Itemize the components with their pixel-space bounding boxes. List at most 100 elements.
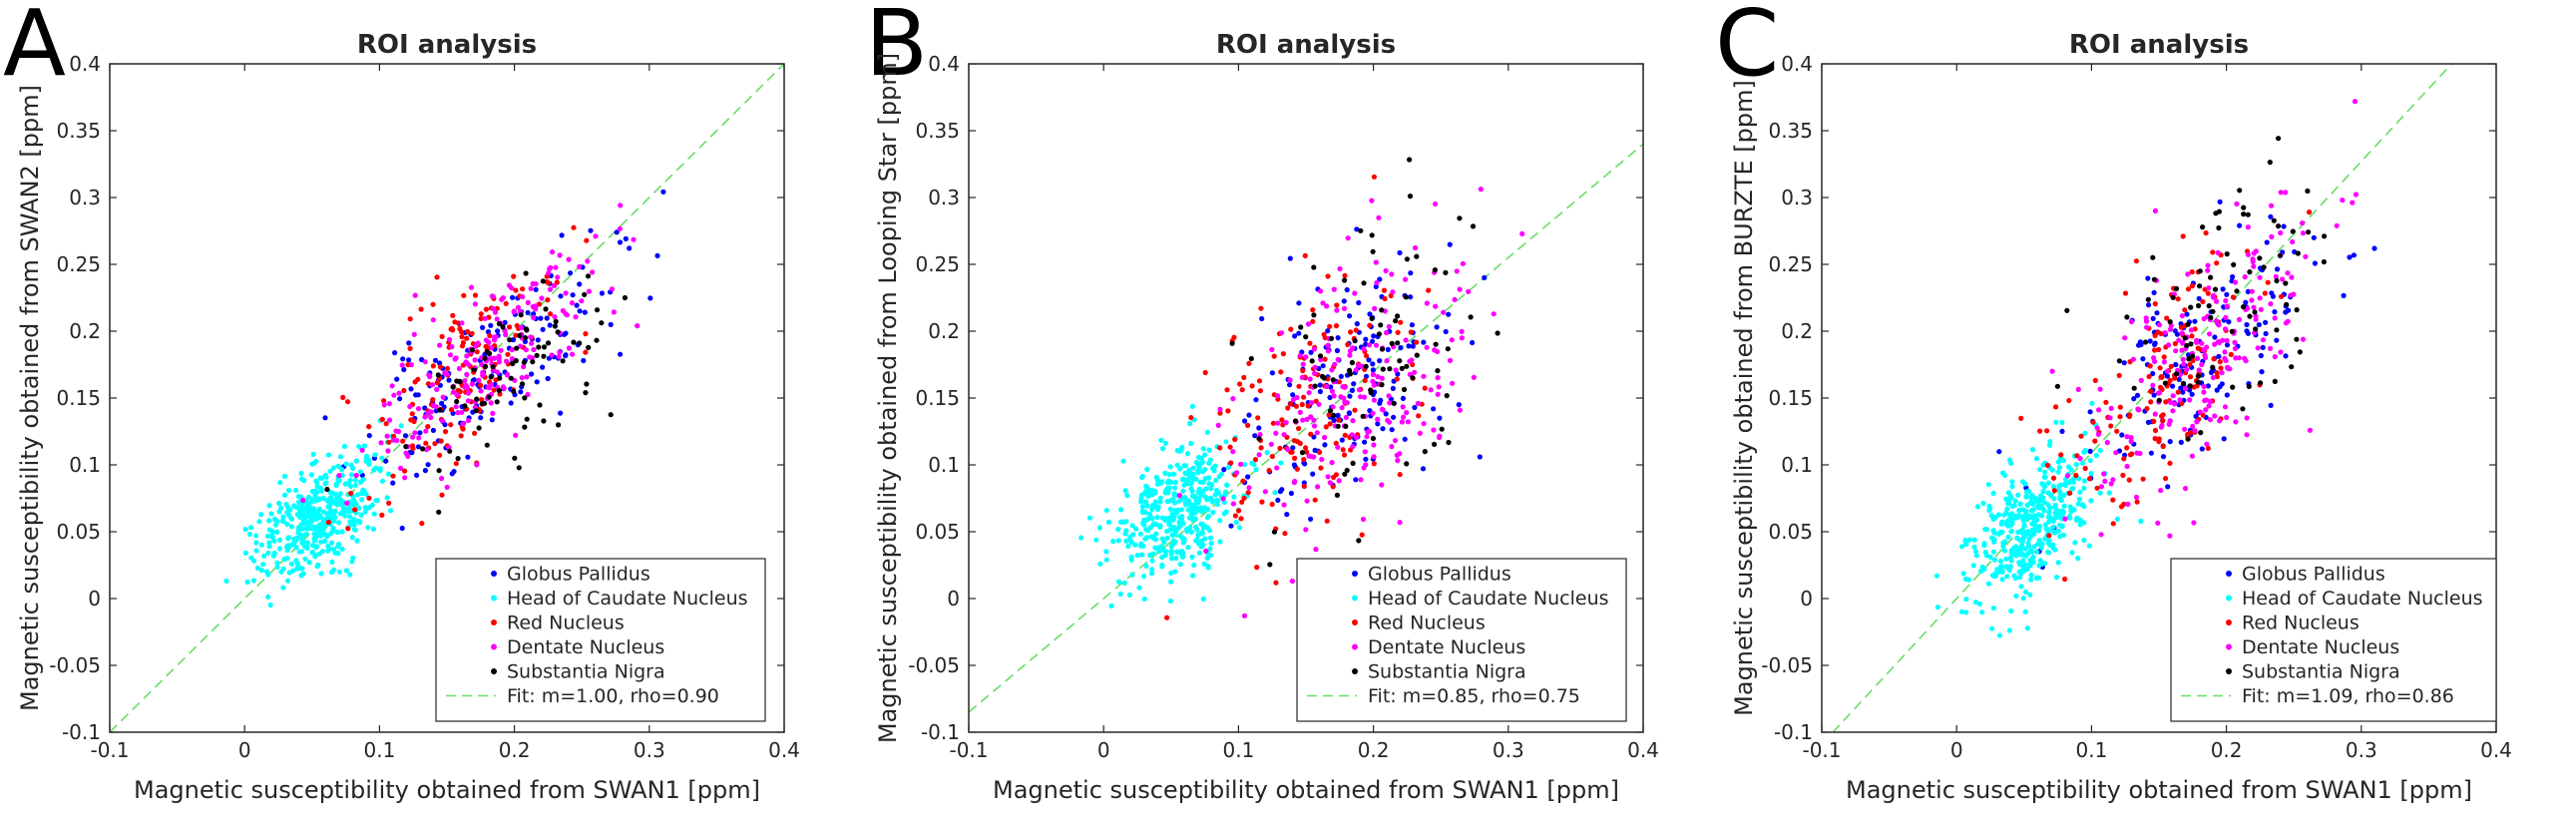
- data-point: [1143, 563, 1149, 570]
- data-point: [346, 514, 353, 520]
- data-point: [482, 355, 488, 361]
- data-point: [1329, 367, 1335, 373]
- data-point: [2196, 302, 2202, 309]
- data-point: [1269, 453, 1275, 460]
- data-point: [1346, 410, 1352, 416]
- data-point: [1397, 358, 1403, 364]
- data-point: [1322, 356, 1328, 362]
- data-point: [1363, 456, 1369, 462]
- data-point: [2202, 398, 2208, 404]
- data-point: [1139, 552, 1145, 558]
- data-point: [1138, 499, 1144, 505]
- data-point: [2217, 359, 2223, 365]
- data-point: [2116, 372, 2122, 378]
- data-point: [320, 495, 326, 502]
- data-point: [1157, 523, 1163, 529]
- x-tick-label: 0.2: [1358, 738, 1390, 762]
- data-point: [1347, 393, 1353, 399]
- data-point: [1200, 596, 1206, 603]
- data-point: [2054, 383, 2060, 389]
- data-point: [552, 323, 559, 329]
- data-point: [1172, 500, 1178, 506]
- data-point: [407, 316, 413, 322]
- data-point: [1314, 430, 1320, 436]
- data-point: [250, 578, 257, 584]
- data-point: [2223, 297, 2229, 304]
- data-point: [1370, 371, 1376, 378]
- data-point: [1405, 419, 1411, 425]
- data-point: [2194, 339, 2200, 345]
- data-point: [448, 407, 455, 413]
- data-point: [2237, 188, 2243, 194]
- data-point: [454, 378, 460, 384]
- data-point: [1356, 299, 1362, 306]
- data-point: [1972, 600, 1978, 606]
- data-point: [1999, 569, 2005, 575]
- data-point: [2087, 458, 2093, 464]
- data-point: [1145, 493, 1151, 499]
- data-point: [1324, 518, 1330, 524]
- data-point: [1317, 382, 1323, 388]
- data-point: [1167, 506, 1173, 512]
- data-point: [371, 511, 377, 517]
- data-point: [2232, 345, 2238, 352]
- data-point: [1226, 464, 1232, 470]
- data-point: [1371, 174, 1377, 180]
- data-point: [522, 424, 528, 430]
- data-point: [1392, 438, 1399, 444]
- data-point: [1171, 471, 1177, 477]
- data-point: [1424, 344, 1430, 350]
- data-point: [444, 365, 451, 371]
- data-point: [254, 565, 260, 572]
- data-point: [1327, 323, 1333, 329]
- data-point: [1449, 337, 1455, 343]
- data-point: [2245, 288, 2251, 294]
- data-point: [430, 317, 436, 323]
- data-point: [435, 372, 441, 378]
- data-point: [2223, 357, 2229, 364]
- data-point: [323, 480, 329, 486]
- data-point: [1362, 394, 1368, 400]
- data-point: [1397, 520, 1403, 526]
- data-point: [2022, 546, 2028, 552]
- data-point: [1305, 403, 1311, 409]
- data-point: [2167, 460, 2173, 466]
- data-point: [2222, 404, 2229, 410]
- data-point: [2145, 275, 2151, 281]
- data-point: [569, 300, 576, 306]
- data-point: [2283, 320, 2289, 326]
- data-point: [289, 542, 295, 548]
- data-point: [2351, 252, 2357, 258]
- data-point: [487, 332, 493, 339]
- data-point: [379, 455, 385, 461]
- data-point: [478, 315, 484, 321]
- data-point: [2211, 356, 2217, 362]
- data-point: [453, 461, 459, 467]
- data-point: [2137, 450, 2143, 457]
- data-point: [450, 312, 456, 318]
- data-point: [433, 404, 439, 410]
- data-point: [1308, 516, 1314, 522]
- data-point: [2087, 448, 2093, 454]
- data-point: [1255, 415, 1261, 421]
- data-point: [593, 233, 599, 239]
- data-point: [386, 401, 392, 407]
- data-point: [1335, 413, 1341, 419]
- data-point: [2069, 486, 2075, 492]
- data-point: [2156, 397, 2162, 403]
- data-point: [385, 448, 391, 454]
- data-point: [2110, 477, 2116, 483]
- data-point: [1151, 504, 1157, 510]
- data-point: [547, 322, 553, 328]
- data-point: [1141, 574, 1147, 580]
- data-point: [415, 392, 421, 398]
- data-point: [1297, 440, 1303, 447]
- data-point: [2167, 326, 2173, 332]
- data-point: [318, 571, 324, 577]
- data-point: [1970, 563, 1976, 569]
- data-point: [304, 506, 310, 512]
- data-point: [1103, 549, 1109, 555]
- data-point: [1360, 413, 1366, 419]
- data-point: [1191, 562, 1197, 569]
- data-point: [2189, 283, 2195, 289]
